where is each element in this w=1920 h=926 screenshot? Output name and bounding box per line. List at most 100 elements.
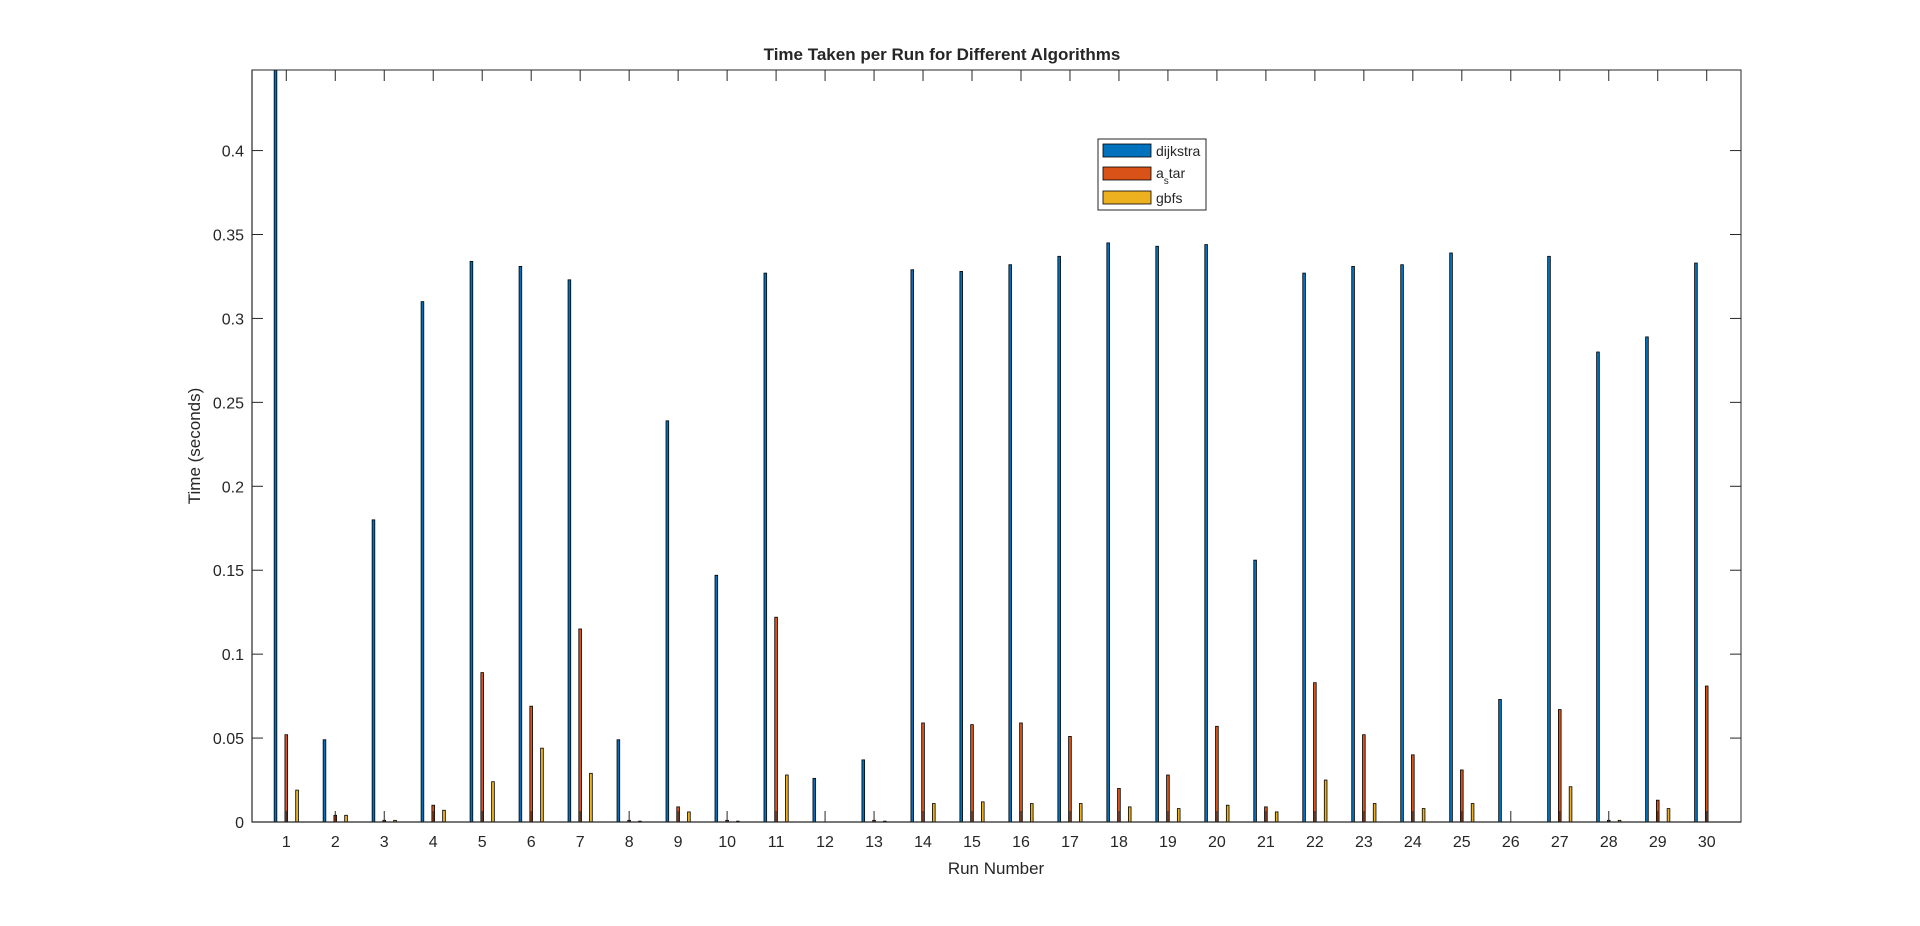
bar-dijkstra-run-30 (1694, 262, 1698, 823)
bar-dijkstra-run-29 (1645, 336, 1649, 823)
x-tick-label: 21 (1257, 834, 1275, 851)
legend-astar-rest: tar (1169, 165, 1186, 181)
legend-swatch-astar (1102, 166, 1152, 181)
bar-dijkstra-run-24 (1400, 264, 1404, 823)
bar-a-s-tar-run-1 (284, 734, 289, 823)
y-tick-label: 0.2 (222, 479, 244, 496)
bar-gbfs-run-11 (785, 774, 789, 823)
bar-dijkstra-run-14 (910, 269, 914, 823)
bar-a-s-tar-run-11 (774, 616, 778, 823)
legend-astar-a: a (1156, 165, 1164, 181)
bar-gbfs-run-27 (1568, 786, 1573, 823)
bar-gbfs-run-20 (1225, 804, 1230, 823)
bar-dijkstra-run-12 (812, 777, 817, 823)
bar-dijkstra-run-7 (567, 279, 572, 823)
bar-dijkstra-run-21 (1253, 559, 1257, 823)
x-tick-label: 29 (1649, 834, 1667, 851)
x-tick-label: 22 (1306, 834, 1324, 851)
legend-label-dijkstra: dijkstra (1156, 143, 1201, 159)
bar-gbfs-run-18 (1127, 806, 1132, 823)
x-tick-labels: 1 2 3 4 5 6 7 8 9 10 11 12 13 14 15 16 17 18 19 20 21 22 23 24 2… (282, 834, 1716, 851)
bar-a-s-tar-run-22 (1313, 682, 1317, 823)
bar-a-s-tar-run-7 (578, 628, 582, 823)
bar-dijkstra-run-3 (371, 519, 376, 823)
x-tick-label: 15 (963, 834, 981, 851)
axes (251, 69, 1742, 823)
x-tick-label: 2 (331, 834, 340, 851)
bar-gbfs-run-29 (1666, 808, 1671, 823)
bar-gbfs-run-5 (491, 781, 495, 823)
chart-title: Time Taken per Run for Different Algorit… (764, 45, 1121, 64)
bar-dijkstra-run-27 (1547, 255, 1551, 823)
bar-gbfs-run-7 (589, 772, 593, 823)
bar-dijkstra-run-23 (1351, 265, 1355, 823)
bar-dijkstra-run-18 (1106, 242, 1110, 823)
x-axis-label: Run Number (948, 859, 1045, 878)
bar-dijkstra-run-26 (1498, 699, 1502, 823)
bar-dijkstra-run-6 (518, 265, 523, 823)
bar-dijkstra-run-13 (861, 759, 866, 823)
bar-dijkstra-run-11 (763, 272, 768, 823)
y-tick-label: 0.05 (213, 731, 244, 748)
legend-label-astar: astar (1156, 165, 1185, 187)
bar-a-s-tar-run-27 (1558, 709, 1562, 823)
x-tick-label: 19 (1159, 834, 1177, 851)
x-tick-label: 30 (1698, 834, 1716, 851)
x-tick-label: 8 (625, 834, 634, 851)
bar-gbfs-run-4 (442, 809, 446, 823)
legend-swatch-dijkstra (1102, 143, 1152, 158)
x-tick-label: 1 (282, 834, 291, 851)
y-tick-label: 0.15 (213, 563, 244, 580)
x-tick-label: 16 (1012, 834, 1030, 851)
x-tick-label: 28 (1600, 834, 1618, 851)
legend-label-gbfs: gbfs (1156, 190, 1182, 206)
bar-a-s-tar-run-6 (529, 705, 533, 823)
legend[interactable]: dijkstra astar gbfs (1097, 138, 1207, 211)
y-tick-label: 0 (235, 815, 244, 832)
bar-gbfs-run-6 (540, 747, 544, 823)
y-tick-label: 0.25 (213, 395, 244, 412)
bar-dijkstra-run-22 (1302, 272, 1306, 823)
x-tick-label: 24 (1404, 834, 1422, 851)
bar-dijkstra-run-4 (420, 301, 425, 823)
bar-a-s-tar-run-17 (1068, 735, 1072, 823)
x-tick-label: 23 (1355, 834, 1373, 851)
x-tick-label: 7 (576, 834, 585, 851)
plot-area (252, 70, 1741, 822)
y-tick-label: 0.1 (222, 647, 244, 664)
x-tick-label: 6 (527, 834, 536, 851)
bar-gbfs-run-19 (1176, 808, 1181, 823)
bar-a-s-tar-run-20 (1215, 725, 1219, 823)
bar-gbfs-run-22 (1323, 779, 1328, 823)
bar-dijkstra-run-1 (273, 69, 278, 823)
bar-gbfs-run-15 (981, 801, 985, 823)
bar-gbfs-run-17 (1079, 803, 1083, 823)
x-tick-label: 12 (816, 834, 834, 851)
bar-dijkstra-run-5 (469, 260, 474, 823)
x-tick-label: 10 (718, 834, 736, 851)
bar-a-s-tar-run-5 (480, 672, 484, 823)
bar-gbfs-run-25 (1470, 803, 1475, 823)
bar-a-s-tar-run-23 (1362, 734, 1366, 823)
bar-gbfs-run-14 (932, 803, 936, 823)
bar-dijkstra-run-19 (1155, 245, 1159, 823)
bar-dijkstra-run-9 (665, 420, 670, 823)
bar-gbfs-run-2 (344, 814, 348, 823)
x-tick-label: 14 (914, 834, 932, 851)
bar-a-s-tar-run-30 (1704, 685, 1709, 823)
bar-gbfs-run-21 (1274, 811, 1279, 823)
bar-gbfs-run-9 (687, 811, 691, 823)
legend-swatch-gbfs (1102, 190, 1152, 205)
bar-dijkstra-run-25 (1449, 252, 1453, 823)
bar-dijkstra-run-8 (616, 739, 621, 823)
x-tick-label: 5 (478, 834, 487, 851)
x-tick-label: 3 (380, 834, 389, 851)
x-tick-label: 9 (674, 834, 683, 851)
x-tick-label: 18 (1110, 834, 1128, 851)
bar-a-s-tar-run-15 (970, 724, 974, 823)
y-tick-labels: 0 0.05 0.1 0.15 0.2 0.25 0.3 0.35 0.4 (213, 144, 244, 832)
bar-dijkstra-run-17 (1057, 255, 1061, 823)
bar-gbfs-run-16 (1030, 803, 1034, 823)
x-tick-label: 25 (1453, 834, 1471, 851)
